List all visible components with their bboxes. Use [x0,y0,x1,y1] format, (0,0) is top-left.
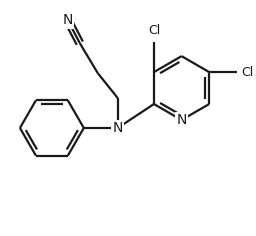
Text: N: N [176,113,187,127]
Text: Cl: Cl [148,24,160,37]
Text: N: N [63,13,73,27]
Text: Cl: Cl [241,66,253,79]
Text: N: N [113,121,123,135]
